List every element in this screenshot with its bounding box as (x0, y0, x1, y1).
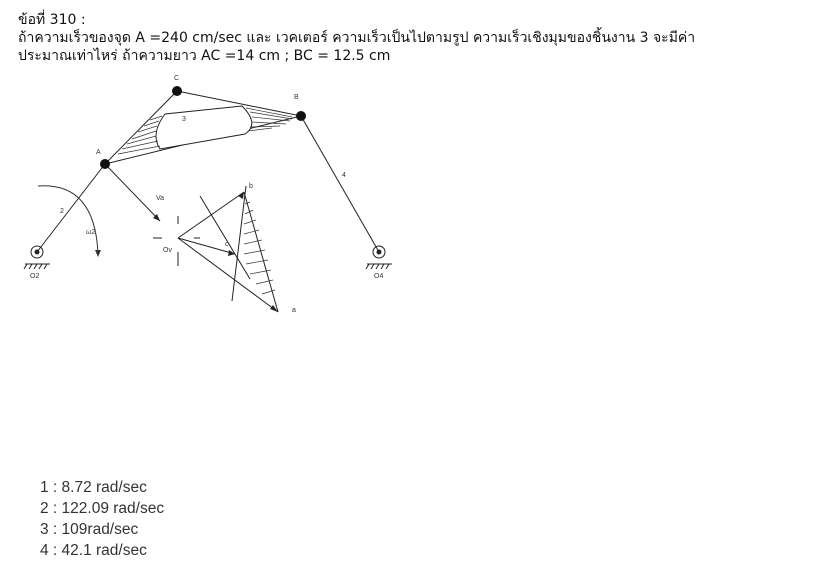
label-a: A (96, 149, 101, 156)
label-b: B (294, 94, 299, 101)
label-link-2: 2 (60, 208, 64, 215)
link-4 (300, 115, 380, 253)
choice-2[interactable]: 2 : 122.09 rad/sec (40, 500, 165, 517)
va-arrowhead (153, 214, 160, 221)
question-block: ข้อที่ 310 : ถ้าความเร็วของจุด A =240 cm… (18, 11, 813, 65)
mechanism-figure: A C B 3 2 4 ω2 Va Ov b c a O2 O4 (23, 75, 392, 314)
question-text-line-2: ประมาณเท่าไหร่ ถ้าความยาว AC =14 cm ; BC… (18, 48, 391, 64)
label-ov: Ov (163, 247, 172, 254)
joint-c (172, 86, 182, 96)
vector-b-arrowhead (238, 192, 244, 199)
link-3-hatching (117, 107, 293, 155)
question-title: ข้อที่ 310 : (18, 12, 86, 28)
label-c: C (174, 75, 179, 82)
va-vector (104, 163, 161, 222)
link-3-body (104, 90, 302, 165)
label-o2: O2 (30, 273, 39, 280)
label-va: Va (156, 195, 164, 202)
label-vb: b (249, 183, 253, 190)
choice-number: 1 (40, 479, 49, 496)
velocity-hatching (243, 201, 276, 295)
joint-b (296, 111, 306, 121)
choice-text: 109rad/sec (61, 521, 139, 538)
label-link-4: 4 (342, 172, 346, 179)
choice-text: 122.09 rad/sec (61, 500, 165, 517)
joint-a (100, 159, 110, 169)
label-o4: O4 (374, 273, 383, 280)
label-vc: c (225, 241, 229, 248)
label-omega2: ω2 (86, 229, 95, 236)
choice-text: 42.1 rad/sec (61, 542, 147, 559)
answer-choices: 1 : 8.72 rad/sec 2 : 122.09 rad/sec 3 : … (40, 477, 164, 561)
omega2-arrowhead (95, 250, 101, 257)
choice-number: 2 (40, 500, 49, 517)
choice-3[interactable]: 3 : 109rad/sec (40, 521, 139, 538)
label-va-tip: a (292, 307, 296, 314)
choice-number: 3 (40, 521, 49, 538)
question-text-line-1: ถ้าความเร็วของจุด A =240 cm/sec และ เวคเ… (18, 30, 696, 46)
omega2-arc (37, 185, 99, 255)
choice-number: 4 (40, 542, 49, 559)
link-2 (36, 163, 106, 253)
vector-c-arrowhead (228, 250, 235, 256)
vector-a-arrowhead (270, 305, 278, 312)
choice-4[interactable]: 4 : 42.1 rad/sec (40, 542, 147, 559)
label-link-3: 3 (182, 116, 186, 123)
ground-pivot-o4 (365, 245, 392, 270)
choice-text: 8.72 rad/sec (61, 479, 147, 496)
ground-pivot-o2 (23, 245, 50, 270)
choice-1[interactable]: 1 : 8.72 rad/sec (40, 479, 147, 496)
